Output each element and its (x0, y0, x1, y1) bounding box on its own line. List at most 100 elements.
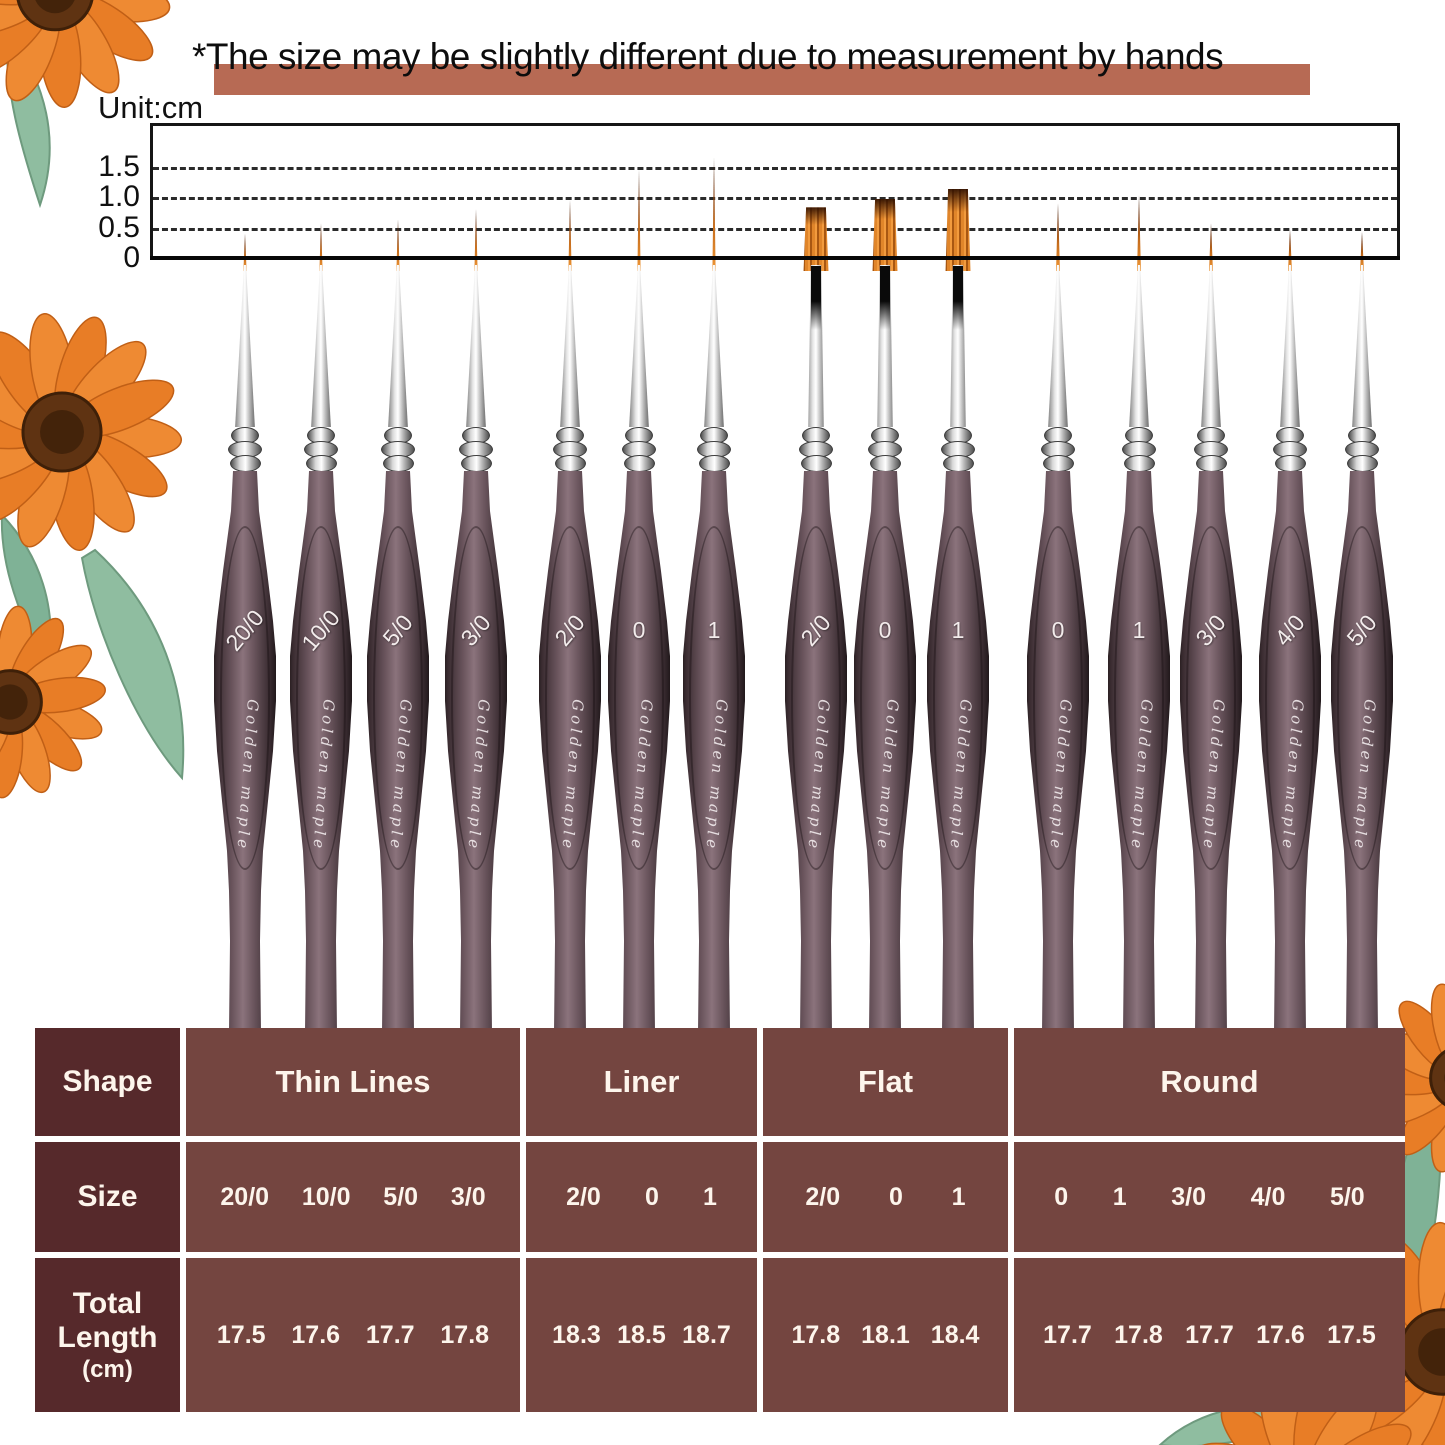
chart-baseline (150, 256, 1400, 260)
brush-brand-label: Golden maple (286, 699, 356, 929)
brush-tip (872, 198, 898, 271)
ferrule (560, 265, 580, 427)
crimp-ring (800, 455, 832, 472)
ferrule (950, 265, 966, 427)
size-values-thin-lines: 20/0 10/0 5/0 3/0 (186, 1142, 520, 1252)
ferrule (704, 265, 724, 427)
ferrule (1280, 265, 1300, 427)
crimp-rings (868, 427, 902, 473)
crimp-rings (622, 427, 656, 473)
brush-tip (1360, 231, 1364, 271)
crimp-ring (869, 455, 901, 472)
brush-brand-text: Golden maple (702, 698, 732, 853)
crimp-ring (942, 455, 974, 472)
size-value: 20/0 (220, 1182, 270, 1211)
brush-flat-2-0: 2/0 Golden maple (781, 207, 851, 1032)
shape-header-thin-lines: Thin Lines (186, 1028, 520, 1136)
row-label-size-text: Size (77, 1179, 138, 1213)
length-values-flat: 17.8 18.1 18.4 (763, 1258, 1008, 1412)
crimp-rings (228, 427, 262, 473)
measure-chart (150, 123, 1400, 260)
size-value: 1 (703, 1182, 717, 1211)
size-value: 5/0 (1329, 1182, 1365, 1211)
brush-tip (396, 219, 400, 271)
row-label-cm-text: (cm) (82, 1355, 133, 1383)
brush-brand-text: Golden maple (946, 698, 976, 853)
brush-brand-text: Golden maple (1199, 698, 1229, 853)
brush-tip (568, 200, 572, 271)
ferrule (877, 265, 893, 427)
brush-brand-label: Golden maple (781, 699, 851, 929)
ferrule (1352, 265, 1372, 427)
axis-tick-0: 0 (123, 241, 140, 274)
brush-brand-text: Golden maple (873, 698, 903, 853)
sunflower-leaf (5, 21, 51, 209)
size-values-liner: 2/0 0 1 (526, 1142, 757, 1252)
crimp-rings (1122, 427, 1156, 473)
brush-brand-label: Golden maple (1104, 699, 1174, 929)
brush-brand-label: Golden maple (850, 699, 920, 929)
brush-tip (1056, 203, 1060, 271)
crimp-rings (1194, 427, 1228, 473)
brush-size-label: 1 (951, 617, 965, 643)
crimp-rings (799, 427, 833, 473)
brush-brand-text: Golden maple (627, 698, 657, 853)
size-values-flat: 2/0 0 1 (763, 1142, 1008, 1252)
brush-thin-lines-5-0: 5/0 Golden maple (363, 219, 433, 1032)
size-value: 1 (1112, 1182, 1127, 1211)
brush-brand-text: Golden maple (309, 698, 339, 853)
ferrule (388, 265, 408, 427)
brush-brand-label: Golden maple (1176, 699, 1246, 929)
size-value: 1 (951, 1182, 966, 1211)
shape-header-round: Round (1014, 1028, 1405, 1136)
crimp-ring (1346, 455, 1378, 472)
brush-brand-text: Golden maple (464, 698, 494, 853)
sunflower-leaf (0, 512, 52, 671)
crimp-ring (623, 455, 655, 472)
brush-thin-lines-3-0: 3/0 Golden maple (441, 209, 511, 1032)
crimp-ring (460, 455, 492, 472)
length-value: 17.8 (791, 1320, 841, 1349)
crimp-rings (697, 427, 731, 473)
sunflower (0, 313, 183, 551)
brush-brand-label: Golden maple (441, 699, 511, 929)
brush-brand-label: Golden maple (363, 699, 433, 929)
brush-tip (803, 207, 829, 271)
length-value: 17.6 (291, 1320, 341, 1349)
brush-brand-label: Golden maple (679, 699, 749, 929)
chart-gridline-1.5 (153, 166, 1397, 170)
brush-tip (1209, 223, 1213, 271)
size-value: 5/0 (383, 1182, 419, 1211)
brush-brand-text: Golden maple (804, 698, 834, 853)
crimp-rings (1273, 427, 1307, 473)
axis-tick-1.0: 1.0 (98, 180, 140, 213)
brush-size-label: 0 (632, 617, 646, 643)
ferrule (466, 265, 486, 427)
crimp-ring (1042, 455, 1074, 472)
sunflower-leaf (80, 548, 185, 781)
length-value: 17.8 (440, 1320, 490, 1349)
crimp-ring (1123, 455, 1155, 472)
length-value: 17.7 (1185, 1320, 1234, 1349)
length-value: 18.5 (617, 1320, 666, 1349)
size-value: 0 (644, 1182, 659, 1211)
bristle-base (953, 266, 963, 330)
crimp-rings (1345, 427, 1379, 473)
axis-tick-0.5: 0.5 (98, 210, 140, 244)
sunflower (0, 605, 106, 799)
brush-tip (474, 209, 478, 271)
sunflower-leaf (1298, 1412, 1443, 1445)
ferrule (1201, 265, 1221, 427)
brush-size-label: 0 (1051, 617, 1065, 643)
ferrule (235, 265, 255, 427)
brush-tip (243, 233, 247, 271)
crimp-ring (305, 455, 337, 472)
crimp-ring (554, 455, 586, 472)
length-values-thin-lines: 17.5 17.6 17.7 17.8 (186, 1258, 520, 1412)
length-values-liner: 18.3 18.5 18.7 (526, 1258, 757, 1412)
shape-header-liner: Liner (526, 1028, 757, 1136)
crimp-rings (381, 427, 415, 473)
size-value: 3/0 (1171, 1182, 1207, 1211)
crimp-rings (941, 427, 975, 473)
